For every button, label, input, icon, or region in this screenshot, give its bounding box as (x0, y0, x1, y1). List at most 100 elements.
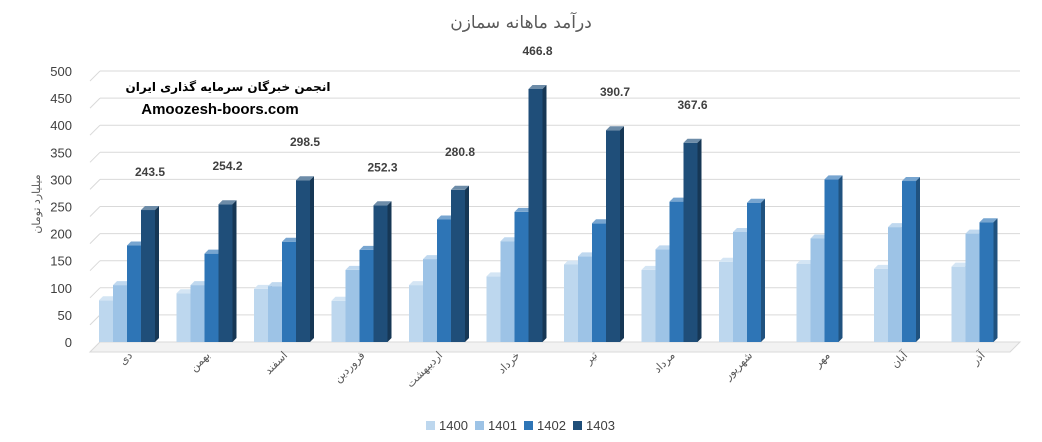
bar-top (190, 281, 209, 286)
bar-side (232, 200, 237, 342)
category-label: اردیبهشت (404, 349, 445, 390)
bar-top (127, 241, 145, 246)
watermark: انجمن خبرگان سرمایه گذاری ایران Amoozesh… (126, 80, 331, 118)
bar-front (204, 253, 219, 342)
bar-top (500, 237, 519, 242)
bar-front (606, 130, 620, 342)
bar-side (387, 201, 392, 342)
bar-front (951, 266, 966, 342)
bar-top (451, 185, 469, 190)
data-label-2: 254.2 (212, 159, 242, 173)
bar-top (141, 206, 159, 211)
bar-top (528, 84, 547, 89)
y-tick-label: 250 (50, 200, 72, 215)
legend-item-1402: 1402 (524, 418, 566, 433)
gridline-side (89, 179, 101, 190)
bar-top (254, 284, 272, 289)
bar-front (451, 189, 465, 342)
bar-front (282, 241, 296, 342)
bar-top (965, 229, 984, 234)
y-axis-label: میلیارد تومان (30, 174, 43, 233)
legend: 1400 1401 1402 1403 (426, 418, 615, 433)
legend-item-1400: 1400 (426, 418, 468, 433)
bar-top (345, 265, 364, 270)
y-tick-label: 400 (50, 118, 72, 133)
bar-top (373, 201, 392, 206)
bar-top (979, 218, 998, 223)
bar-side (542, 84, 547, 343)
legend-swatch (524, 421, 533, 430)
bar-top (331, 296, 350, 301)
bar-1403-8 (683, 138, 702, 342)
y-tick-label: 150 (50, 254, 72, 269)
bar-1402-11 (902, 177, 920, 342)
bar-side (697, 138, 702, 342)
bar-top (796, 259, 815, 264)
bar-front (254, 288, 268, 342)
bar-top (902, 177, 920, 182)
bar-front (359, 249, 374, 342)
y-tick-label: 300 (50, 172, 72, 187)
bar-front (373, 205, 388, 342)
bar-front (345, 269, 360, 342)
bar-top (888, 223, 906, 228)
category-label: شهریور (721, 349, 755, 383)
bar-front (514, 211, 529, 342)
bar-1403-7 (606, 126, 624, 342)
bar-front (669, 201, 684, 342)
bar-front (437, 219, 451, 342)
gridline-side (89, 70, 101, 82)
bar-front (902, 181, 916, 342)
bar-1403-1 (141, 206, 159, 342)
legend-swatch (573, 421, 582, 430)
data-label-4: 252.3 (367, 160, 397, 174)
bar-top (218, 200, 237, 205)
data-label-5: 280.8 (445, 145, 475, 159)
bars (99, 84, 998, 343)
bar-top (592, 219, 610, 224)
bar-front (528, 88, 543, 342)
y-tick-label: 350 (50, 145, 72, 160)
bar-top (409, 281, 427, 286)
bar-front (486, 276, 501, 342)
bar-side (761, 198, 765, 342)
data-labels: 243.5 254.2 298.5 252.3 280.8 466.8 390.7 367.6 (135, 44, 708, 179)
bar-front (641, 269, 656, 342)
bar-top (514, 207, 533, 212)
bar-top (296, 176, 314, 181)
bar-front (683, 142, 698, 342)
bar-front (190, 285, 205, 342)
legend-label: 1401 (488, 418, 517, 433)
gridline-side (89, 151, 101, 163)
gridline-side (89, 314, 101, 326)
bar-top (437, 215, 455, 220)
bar-top (564, 260, 582, 265)
data-label-6: 466.8 (522, 44, 552, 58)
y-tick-label: 500 (50, 64, 72, 79)
bar-top (578, 252, 596, 257)
chart-title: درآمد ماهانه سمازن (450, 11, 592, 33)
y-tick-label: 100 (50, 281, 72, 296)
category-label: فروردین (331, 349, 367, 385)
bar-top (606, 126, 624, 131)
bar-top (733, 227, 751, 232)
bar-top (176, 289, 195, 294)
legend-label: 1400 (439, 418, 468, 433)
bar-front (218, 204, 233, 342)
legend-item-1401: 1401 (475, 418, 517, 433)
gridline-side (89, 287, 101, 299)
watermark-line1: انجمن خبرگان سرمایه گذاری ایران (126, 80, 331, 94)
bar-side (310, 176, 314, 342)
watermark-line2: Amoozesh-boors.com (141, 101, 299, 118)
bar-top (99, 296, 117, 301)
bar-top (747, 198, 765, 203)
bar-front (331, 300, 346, 342)
bar-1403-3 (296, 176, 314, 342)
bar-top (655, 245, 674, 250)
bar-front (874, 268, 888, 342)
bar-top (683, 138, 702, 143)
bar-top (359, 245, 378, 250)
bar-top (204, 249, 223, 254)
bar-front (409, 285, 423, 342)
